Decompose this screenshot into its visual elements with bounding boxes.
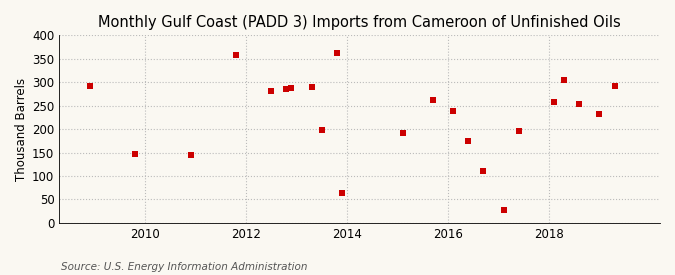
Point — [427, 97, 438, 102]
Point — [397, 131, 408, 135]
Point — [337, 191, 348, 195]
Point — [306, 85, 317, 89]
Point — [84, 83, 95, 88]
Point — [498, 208, 509, 212]
Point — [559, 78, 570, 82]
Point — [463, 139, 474, 143]
Point — [231, 53, 242, 58]
Point — [185, 153, 196, 158]
Text: Source: U.S. Energy Information Administration: Source: U.S. Energy Information Administ… — [61, 262, 307, 272]
Point — [549, 100, 560, 104]
Point — [281, 87, 292, 92]
Point — [317, 128, 327, 132]
Title: Monthly Gulf Coast (PADD 3) Imports from Cameroon of Unfinished Oils: Monthly Gulf Coast (PADD 3) Imports from… — [99, 15, 621, 30]
Point — [574, 102, 585, 106]
Point — [130, 152, 140, 157]
Point — [286, 86, 297, 90]
Point — [594, 112, 605, 116]
Point — [266, 89, 277, 93]
Point — [513, 129, 524, 134]
Point — [478, 169, 489, 174]
Point — [448, 109, 458, 114]
Y-axis label: Thousand Barrels: Thousand Barrels — [15, 78, 28, 181]
Point — [331, 51, 342, 55]
Point — [609, 84, 620, 89]
